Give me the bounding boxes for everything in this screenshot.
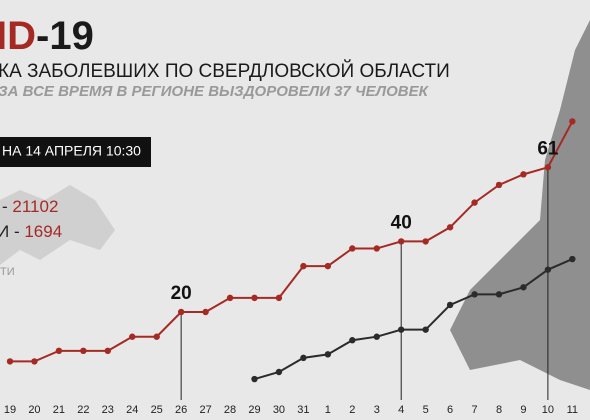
data-label: 20 [171,283,192,304]
x-tick-label: 21 [53,404,65,416]
note: ТИ [0,266,15,278]
point [544,266,552,273]
data-label: 40 [391,212,412,233]
point [422,238,429,245]
point [422,326,429,333]
x-tick-label: 22 [77,404,89,416]
point [398,238,405,245]
x-tick-label: 25 [151,404,163,416]
x-tick-label: 20 [28,404,40,416]
x-tick-label: 8 [496,404,502,416]
x-tick-label: 9 [520,404,526,416]
x-tick-label: 29 [248,404,260,416]
point [177,308,185,316]
x-tick-label: 5 [423,404,429,416]
x-tick-label: 24 [126,404,138,416]
point [55,347,63,355]
series-line [254,258,573,381]
point [80,347,87,355]
point [544,164,552,171]
point [300,354,307,362]
point [153,333,160,340]
map-region [450,20,590,390]
point [446,224,454,231]
x-tick-label: 28 [224,404,236,416]
point [520,284,527,291]
point [349,337,356,344]
series-line [10,120,574,363]
point [226,294,234,302]
title: ID-19 [0,14,94,58]
point [251,294,258,302]
point [520,171,527,178]
x-tick-label: 31 [297,404,309,416]
stat: - 21102 [2,197,58,216]
point [495,181,503,189]
point [300,262,307,270]
data-label: 61 [537,138,559,159]
x-tick-label: 2 [349,404,355,416]
point [104,347,112,355]
point [373,333,380,340]
map-shape [0,185,115,265]
x-tick-label: 1 [325,404,331,416]
subtitle2: ЗА ВСЕ ВРЕМЯ В РЕГИОНЕ ВЫЗДОРОВЕЛИ 37 ЧЕ… [0,83,430,100]
x-tick-label: 27 [199,404,211,416]
date-text: НА 14 АПРЕЛЯ 10:30 [2,143,141,159]
point [569,255,576,263]
point [31,358,38,365]
point [202,308,209,316]
x-tick-label: 23 [102,404,114,416]
point [373,245,380,252]
point [495,291,503,298]
x-tick-label: 10 [542,404,554,416]
point [6,358,14,365]
point [569,118,576,125]
x-tick-label: 30 [273,404,285,416]
x-tick-label: 4 [398,404,404,416]
point [349,245,356,252]
point [129,333,136,340]
point [275,294,283,302]
x-tick-label: 19 [4,404,16,416]
point [398,326,405,333]
x-tick-label: 7 [471,404,477,416]
x-tick-label: 3 [374,404,380,416]
x-tick-label: 6 [447,404,453,416]
point [324,351,332,358]
point [471,199,478,206]
x-tick-label: 26 [175,404,187,416]
point [251,375,258,383]
point [471,291,478,298]
point [324,262,332,270]
subtitle: КА ЗАБОЛЕВШИХ ПО СВЕРДЛОВСКОЙ ОБЛАСТИ [0,60,450,82]
point [446,301,454,309]
point [275,368,283,376]
date-box [0,137,151,167]
x-tick-label: 11 [567,404,578,416]
stat: И - 1694 [0,222,62,241]
